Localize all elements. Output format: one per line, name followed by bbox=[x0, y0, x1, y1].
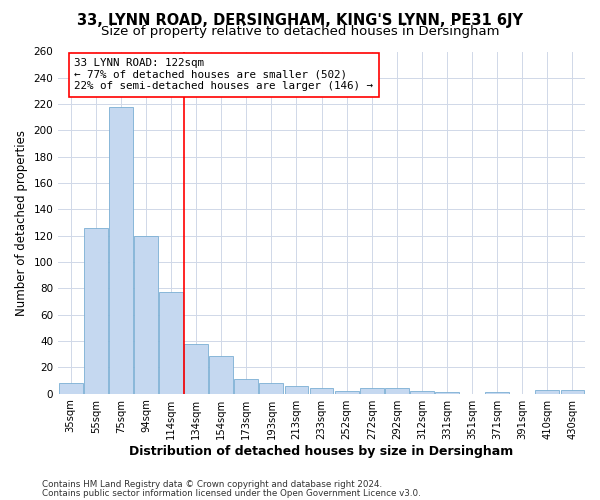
Bar bbox=[134, 236, 158, 394]
Bar bbox=[159, 292, 183, 394]
Bar bbox=[485, 392, 509, 394]
Text: 33 LYNN ROAD: 122sqm
← 77% of detached houses are smaller (502)
22% of semi-deta: 33 LYNN ROAD: 122sqm ← 77% of detached h… bbox=[74, 58, 373, 92]
Bar bbox=[410, 391, 434, 394]
Bar bbox=[259, 383, 283, 394]
Bar bbox=[59, 383, 83, 394]
Bar bbox=[109, 107, 133, 394]
Text: Size of property relative to detached houses in Dersingham: Size of property relative to detached ho… bbox=[101, 25, 499, 38]
X-axis label: Distribution of detached houses by size in Dersingham: Distribution of detached houses by size … bbox=[130, 444, 514, 458]
Text: Contains public sector information licensed under the Open Government Licence v3: Contains public sector information licen… bbox=[42, 488, 421, 498]
Bar bbox=[284, 386, 308, 394]
Bar bbox=[360, 388, 383, 394]
Bar bbox=[335, 391, 359, 394]
Bar bbox=[209, 356, 233, 394]
Text: Contains HM Land Registry data © Crown copyright and database right 2024.: Contains HM Land Registry data © Crown c… bbox=[42, 480, 382, 489]
Bar bbox=[184, 344, 208, 394]
Bar bbox=[435, 392, 459, 394]
Bar bbox=[560, 390, 584, 394]
Text: 33, LYNN ROAD, DERSINGHAM, KING'S LYNN, PE31 6JY: 33, LYNN ROAD, DERSINGHAM, KING'S LYNN, … bbox=[77, 12, 523, 28]
Y-axis label: Number of detached properties: Number of detached properties bbox=[15, 130, 28, 316]
Bar bbox=[535, 390, 559, 394]
Bar bbox=[235, 379, 258, 394]
Bar bbox=[385, 388, 409, 394]
Bar bbox=[84, 228, 108, 394]
Bar bbox=[310, 388, 334, 394]
